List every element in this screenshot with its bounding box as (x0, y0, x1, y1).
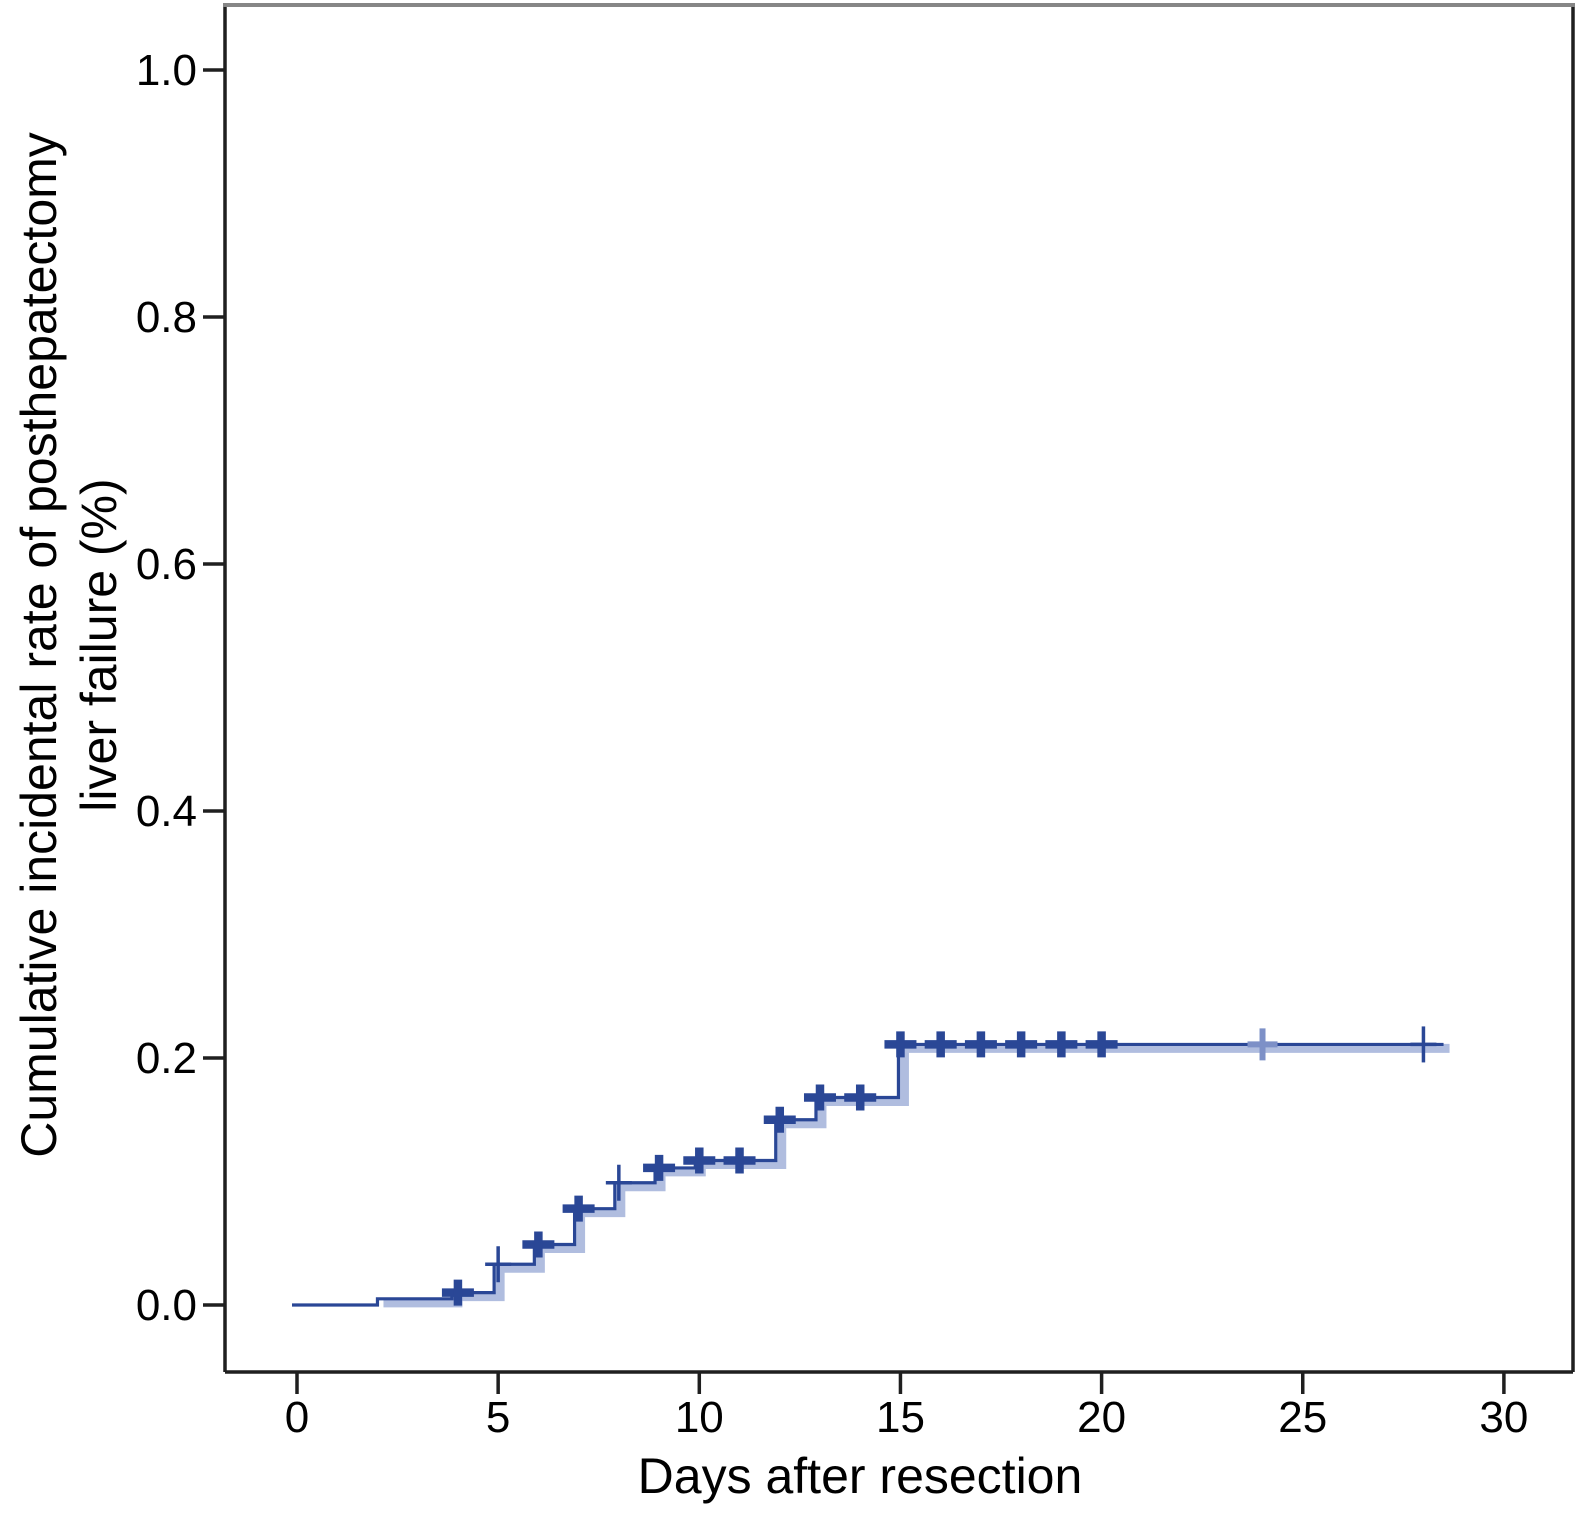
y-tick-label: 0.2 (136, 1034, 197, 1083)
y-tick-label: 0.0 (136, 1281, 197, 1330)
y-axis-title-line1: Cumulative incidental rate of posthepate… (11, 132, 67, 1158)
incidence-curve-shadow (383, 1043, 1450, 1308)
x-tick-label: 0 (285, 1393, 309, 1442)
censor-marks-thin (485, 1026, 1437, 1283)
x-tick-label: 30 (1479, 1393, 1528, 1442)
x-axis-ticks: 0 5 10 15 20 25 30 (285, 1372, 1528, 1442)
censor-marks-light (1247, 1028, 1278, 1061)
incidence-curve (292, 1042, 1444, 1307)
plot-frame (223, 3, 1575, 1374)
x-tick-label: 5 (486, 1393, 510, 1442)
y-tick-label: 0.6 (136, 540, 197, 589)
y-axis-ticks: 0.0 0.2 0.4 0.6 0.8 1.0 (136, 46, 225, 1330)
y-axis-title-line2: liver failure (%) (71, 478, 127, 811)
x-tick-label: 25 (1278, 1393, 1327, 1442)
x-axis-title: Days after resection (638, 1448, 1083, 1504)
y-tick-label: 1.0 (136, 46, 197, 95)
censor-marks-bold (441, 1031, 1118, 1306)
x-tick-label: 15 (876, 1393, 925, 1442)
x-tick-label: 10 (675, 1393, 724, 1442)
y-tick-label: 0.4 (136, 787, 197, 836)
y-tick-label: 0.8 (136, 293, 197, 342)
x-tick-label: 20 (1077, 1393, 1126, 1442)
